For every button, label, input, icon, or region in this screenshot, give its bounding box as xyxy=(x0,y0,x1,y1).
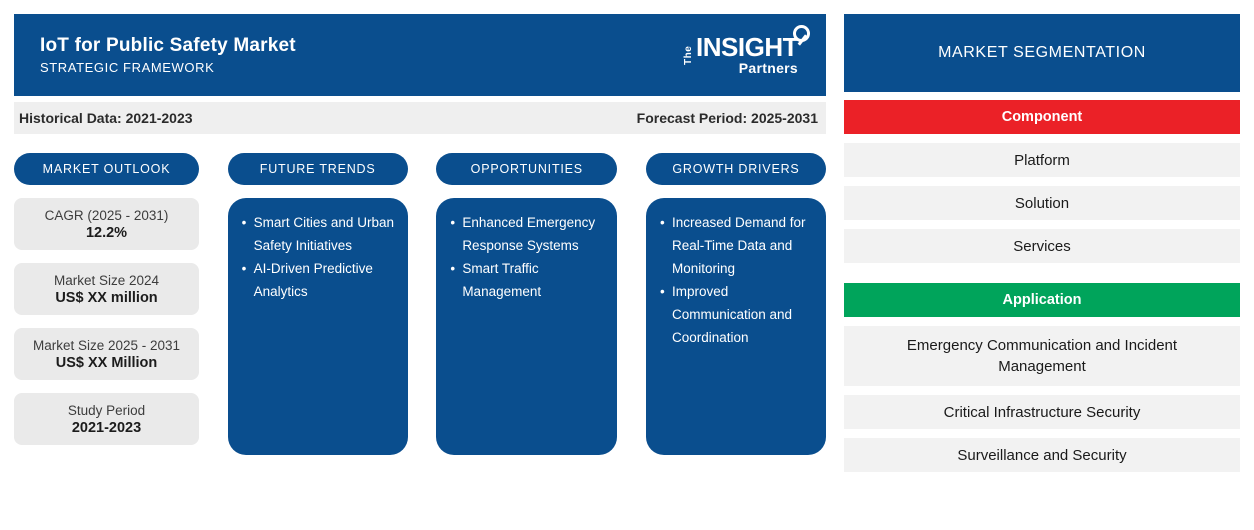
market-outlook-column: MARKET OUTLOOK CAGR (2025 - 2031) 12.2% … xyxy=(14,153,199,458)
future-trends-column: FUTURE TRENDS Smart Cities and Urban Saf… xyxy=(227,153,408,458)
page-title: IoT for Public Safety Market xyxy=(40,35,296,56)
future-trends-pill: FUTURE TRENDS xyxy=(227,153,408,185)
segmentation-title: MARKET SEGMENTATION xyxy=(844,14,1240,92)
page-subtitle: STRATEGIC FRAMEWORK xyxy=(40,60,215,75)
segment-row-services: Services xyxy=(844,229,1240,263)
title-banner: IoT for Public Safety Market STRATEGIC F… xyxy=(14,14,826,96)
list-item: Smart Cities and Urban Safety Initiative… xyxy=(242,211,400,257)
logo-partners-text: Partners xyxy=(738,60,798,76)
growth-drivers-list: Increased Demand for Real-Time Data and … xyxy=(660,211,818,349)
list-item: AI-Driven Predictive Analytics xyxy=(242,257,400,303)
opportunities-card: Enhanced Emergency Response Systems Smar… xyxy=(436,198,618,455)
magnifier-icon xyxy=(793,25,810,46)
stat-label: Market Size 2024 xyxy=(53,272,160,288)
growth-drivers-pill: GROWTH DRIVERS xyxy=(645,153,826,185)
stat-label: Market Size 2025 - 2031 xyxy=(32,337,181,353)
stat-value: US$ XX million xyxy=(55,289,158,306)
growth-drivers-column: GROWTH DRIVERS Increased Demand for Real… xyxy=(645,153,826,458)
opportunities-column: OPPORTUNITIES Enhanced Emergency Respons… xyxy=(436,153,618,458)
columns-row: MARKET OUTLOOK CAGR (2025 - 2031) 12.2% … xyxy=(14,153,826,458)
stat-study-period: Study Period 2021-2023 xyxy=(14,393,199,445)
segment-row-emergency-communication: Emergency Communication and Incident Man… xyxy=(844,326,1240,386)
future-trends-list: Smart Cities and Urban Safety Initiative… xyxy=(242,211,400,303)
segment-row-critical-infrastructure: Critical Infrastructure Security xyxy=(844,395,1240,429)
magnifier-handle xyxy=(797,34,808,46)
stat-cagr: CAGR (2025 - 2031) 12.2% xyxy=(14,198,199,250)
stat-label: Study Period xyxy=(67,402,146,418)
segment-application-header: Application xyxy=(844,283,1240,317)
title-block: IoT for Public Safety Market STRATEGIC F… xyxy=(40,35,296,75)
future-trends-card: Smart Cities and Urban Safety Initiative… xyxy=(227,198,408,455)
logo-main: INSIGHT Partners xyxy=(696,25,810,76)
list-item: Smart Traffic Management xyxy=(450,257,609,303)
stat-value: US$ XX Million xyxy=(55,354,158,371)
stat-value: 12.2% xyxy=(85,224,128,241)
period-bar: Historical Data: 2021-2023 Forecast Peri… xyxy=(14,102,826,134)
stat-value: 2021-2023 xyxy=(71,419,142,436)
market-outlook-pill: MARKET OUTLOOK xyxy=(14,153,199,185)
segment-component-header: Component xyxy=(844,100,1240,134)
list-item: Increased Demand for Real-Time Data and … xyxy=(660,211,818,280)
logo-the-text: The xyxy=(683,45,695,65)
list-item: Enhanced Emergency Response Systems xyxy=(450,211,609,257)
growth-drivers-card: Increased Demand for Real-Time Data and … xyxy=(645,198,826,455)
market-segmentation-panel: MARKET SEGMENTATION Component Platform S… xyxy=(844,14,1240,516)
stat-market-size-2024: Market Size 2024 US$ XX million xyxy=(14,263,199,315)
list-item: Improved Communication and Coordination xyxy=(660,280,818,349)
opportunities-list: Enhanced Emergency Response Systems Smar… xyxy=(450,211,609,303)
left-section: IoT for Public Safety Market STRATEGIC F… xyxy=(14,14,826,516)
segment-row-platform: Platform xyxy=(844,143,1240,177)
historical-data-label: Historical Data: 2021-2023 xyxy=(19,110,193,126)
stat-label: CAGR (2025 - 2031) xyxy=(44,207,169,223)
segment-row-solution: Solution xyxy=(844,186,1240,220)
forecast-period-label: Forecast Period: 2025-2031 xyxy=(636,110,818,126)
segment-row-surveillance-security: Surveillance and Security xyxy=(844,438,1240,472)
opportunities-pill: OPPORTUNITIES xyxy=(436,153,618,185)
stat-market-size-2025-2031: Market Size 2025 - 2031 US$ XX Million xyxy=(14,328,199,380)
insight-partners-logo: The INSIGHT Partners xyxy=(683,25,810,76)
logo-insight-text: INSIGHT xyxy=(696,32,798,62)
